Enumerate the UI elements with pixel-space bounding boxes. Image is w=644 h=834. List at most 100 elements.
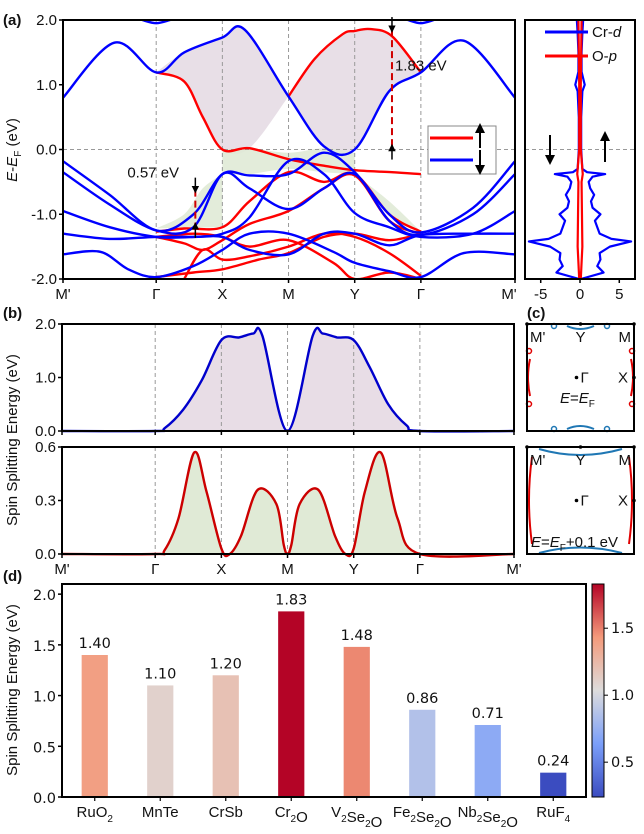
bar-frame [61,583,587,798]
bz-label-y: Y [575,452,585,469]
fermi-surface-ef: M' Y M Γ X E=EF [525,322,636,433]
legend-cr-d-label: Cr-d [592,24,622,41]
bar [474,724,501,797]
y-ticks: 2.0 1.0 0.0 -1.0 -2.0 [31,12,63,288]
energy-label: E=EF+0.1 eV [531,534,618,554]
y-tick-label: 1.0 [35,370,56,387]
bz-label-y: Y [575,329,585,346]
high-symmetry-point [525,322,529,326]
category-label: MnTe [142,804,179,821]
fermi-surface-panel: (c) M' Y M Γ X E=EF M' Y M Γ X E=EF+0.1 eV [525,305,636,555]
spin-splitting-panel: 0.0 1.0 2.0 0.0 0.3 0.6 M' Γ X M Y Γ M' (b) Spin Sp… [3,305,522,578]
k-point-label: X [216,561,226,578]
colorbar-tick-label: 1.0 [611,688,634,704]
dos-curve-o-p-down [576,20,581,279]
band-structure-panel: 0.57 eV 1.83 eV 2.0 1.0 0.0 -1.0 -2.0 M' Γ X M Y Γ… [3,12,517,303]
high-symmetry-point [578,445,583,449]
bz-label-mprime: M' [530,452,545,469]
k-point-label: Γ [416,561,424,578]
y-tick-label: 0.0 [36,142,57,159]
category-label: Cr2O [275,804,308,826]
spin-splitting-top: 0.0 1.0 2.0 [35,316,515,440]
fermi-contour-spin-up [527,358,531,397]
y-tick-label: -1.0 [31,206,57,223]
dos-curve-o-p-up [579,20,584,279]
y-axis-label-d: Spin Splitting Energy (eV) [4,604,21,776]
colorbar-tick-label: 0.5 [611,755,634,771]
high-symmetry-point [632,445,636,449]
fermi-surface-ef-plus-0.1: M' Y M Γ X E=EF+0.1 eV [525,445,636,555]
colorbar-ticks: 0.5 1.0 1.5 [604,621,634,771]
y-tick-label: -2.0 [31,271,57,288]
bar-value-label: 1.40 [79,636,111,652]
bar [212,675,239,797]
y-axis-label-a: E-EF (eV) [4,118,24,182]
bar-value-label: 1.83 [275,592,307,608]
k-point-label: Γ [152,286,160,303]
dos-curve-cr-d-down [527,20,580,279]
dos-x-ticks: -5 0 5 [534,279,623,303]
category-label: Fe2Se2O [393,804,452,831]
bar-value-label: 0.24 [537,754,569,770]
band-spin-up [287,27,422,98]
k-point-label: Y [350,286,360,303]
dos-curve-cr-d-up [580,20,633,279]
splitting-annotations: 0.57 eV 1.83 eV [127,17,447,238]
k-point-label: M [281,561,294,578]
fermi-contour-spin-down [538,546,623,554]
high-symmetry-point [525,445,529,449]
panel-label-a: (a) [3,12,21,29]
high-symmetry-point [632,498,636,503]
bar-value-label: 0.86 [406,691,438,707]
legend-box [427,125,497,175]
k-point-label: Γ [151,561,159,578]
splitting-curve [61,450,515,558]
bz-label-mprime: M' [530,329,545,346]
bar [278,611,305,797]
spin-split-region-down [156,174,223,229]
fermi-contour-spin-up [628,456,633,545]
bar [343,646,370,797]
fermi-contour-spin-down [538,448,623,456]
bars: 1.40 1.10 1.20 1.83 1.48 0.86 0.71 0.24 [79,592,569,797]
k-point-label: M' [506,561,521,578]
bar-y-ticks: 0.0 0.5 1.0 1.5 2.0 [33,588,62,807]
y-tick-label: 0.0 [35,546,56,563]
bz-label-x: X [618,370,628,387]
bar-value-label: 1.48 [341,628,373,644]
bz-label-m: M [619,452,632,469]
dos-x-tick-label: 0 [576,286,584,303]
high-symmetry-point [632,322,636,326]
bar [409,709,436,797]
bar-value-label: 0.71 [472,706,504,722]
band-spin-up [156,232,422,279]
band-spin-down [63,230,515,279]
dos-panel: -5 0 5 Cr-d O-p [524,19,636,303]
k-point-label: M' [501,286,516,303]
bar [147,685,174,797]
dos-curves [527,20,633,279]
y-tick-label: 0.0 [33,791,56,807]
y-tick-label: 1.5 [33,639,56,655]
band-spin-up [156,232,422,279]
category-label: Nb2Se2O [458,804,518,831]
k-point-label: M [282,286,295,303]
gamma-point [574,498,579,503]
y-tick-label: 1.0 [36,77,57,94]
k-point-label: X [217,286,227,303]
y-tick-label: 2.0 [35,316,56,333]
k-point-label: Γ [417,286,425,303]
bar-value-label: 1.20 [210,656,242,672]
bar [81,655,108,797]
high-symmetry-point [632,375,636,380]
dos-x-tick-label: -5 [534,286,547,303]
bar-chart-panel: 1.40 1.10 1.20 1.83 1.48 0.86 0.71 0.24 0.0 0.5 1… [3,568,634,831]
high-symmetry-point [578,322,583,326]
splitting-label: 0.57 eV [127,165,179,182]
panel-label-b: (b) [3,305,22,322]
y-tick-label: 1.0 [33,690,56,706]
band-spin-down [63,230,515,257]
y-axis-label-b: Spin Splitting Energy (eV) [4,354,21,526]
dos-legend: Cr-d O-p [545,24,622,65]
